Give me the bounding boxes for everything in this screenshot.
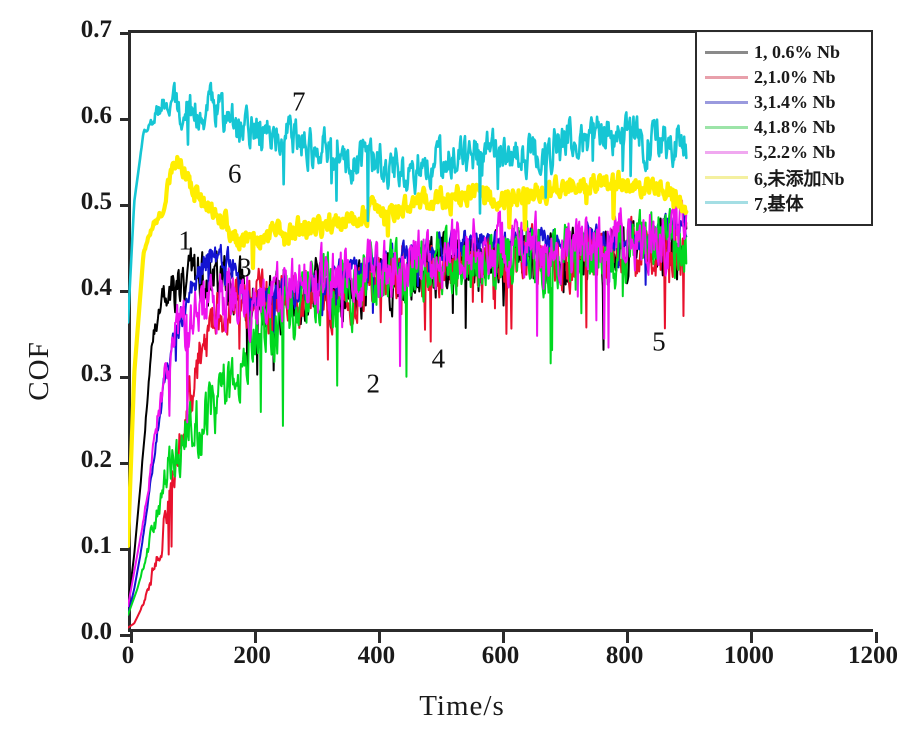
x-axis-tick bbox=[129, 632, 133, 643]
y-axis-tick-label: 0.1 bbox=[80, 532, 112, 559]
y-axis-tick-label: 0.0 bbox=[80, 618, 112, 645]
legend-item-2[interactable]: 2,1.0% Nb bbox=[697, 65, 871, 90]
x-axis-tick-label: 1200 bbox=[848, 642, 898, 669]
y-axis-tick bbox=[120, 117, 131, 121]
legend-swatch-icon bbox=[705, 76, 748, 79]
x-axis-tick-label: 200 bbox=[233, 642, 271, 669]
legend-swatch-icon bbox=[705, 126, 748, 129]
legend-item-label: 1, 0.6% Nb bbox=[754, 42, 841, 62]
legend-item-label: 6,未添加Nb bbox=[754, 168, 845, 189]
x-axis-tick bbox=[626, 632, 630, 643]
series-line-5 bbox=[128, 194, 688, 608]
legend-swatch-icon bbox=[705, 151, 748, 154]
legend-item-label: 7,基体 bbox=[754, 193, 804, 214]
y-axis-tick bbox=[120, 203, 131, 207]
y-axis-tick bbox=[120, 547, 131, 551]
legend-box: 1, 0.6% Nb 2,1.0% Nb 3,1.4% Nb 4,1.8% Nb 5,2… bbox=[695, 30, 873, 226]
x-axis-tick bbox=[377, 632, 381, 643]
y-axis-tick bbox=[120, 461, 131, 465]
legend-item-1[interactable]: 1, 0.6% Nb bbox=[697, 40, 871, 65]
legend-swatch-icon bbox=[705, 101, 748, 104]
legend-item-3[interactable]: 3,1.4% Nb bbox=[697, 90, 871, 115]
legend-item-4[interactable]: 4,1.8% Nb bbox=[697, 115, 871, 140]
y-axis-tick bbox=[120, 289, 131, 293]
x-axis-tick bbox=[874, 632, 878, 643]
y-axis-tick-label: 0.5 bbox=[80, 188, 112, 215]
x-axis-tick-label: 600 bbox=[481, 642, 520, 669]
y-axis-label: COF bbox=[23, 341, 56, 401]
legend-swatch-icon bbox=[705, 201, 748, 204]
x-axis-label: Time/s bbox=[419, 690, 505, 722]
y-axis-tick-label: 0.4 bbox=[80, 274, 112, 301]
legend-swatch-icon bbox=[705, 176, 748, 179]
legend-item-label: 5,2.2% Nb bbox=[754, 142, 836, 162]
y-axis-tick-label: 0.2 bbox=[80, 446, 112, 473]
legend-item-label: 3,1.4% Nb bbox=[754, 92, 836, 112]
x-axis-tick-label: 1000 bbox=[723, 642, 774, 669]
x-axis-tick bbox=[502, 632, 505, 643]
x-axis-tick bbox=[253, 632, 257, 643]
legend-swatch-icon bbox=[705, 51, 748, 54]
x-axis-tick-label: 800 bbox=[605, 642, 644, 669]
plot-canvas bbox=[128, 30, 873, 632]
series-line-6 bbox=[128, 154, 689, 549]
series-line-7 bbox=[128, 81, 688, 324]
x-axis-tick-label: 0 bbox=[121, 642, 135, 669]
legend-item-6[interactable]: 6,未添加Nb bbox=[697, 165, 871, 190]
y-axis-tick bbox=[120, 633, 131, 637]
y-axis-tick-label: 0.3 bbox=[80, 360, 112, 387]
y-axis-tick bbox=[120, 31, 131, 35]
legend-item-label: 2,1.0% Nb bbox=[754, 67, 836, 87]
legend-item-label: 4,1.8% Nb bbox=[754, 117, 836, 137]
series-curves bbox=[128, 81, 689, 629]
y-axis-tick-label: 0.6 bbox=[80, 102, 112, 129]
x-axis-tick bbox=[750, 632, 754, 643]
legend-item-5[interactable]: 5,2.2% Nb bbox=[697, 140, 871, 165]
y-axis-tick bbox=[120, 375, 131, 379]
legend-item-7[interactable]: 7,基体 bbox=[697, 190, 871, 215]
x-axis-tick-label: 400 bbox=[357, 642, 396, 669]
y-axis-tick-label: 0.7 bbox=[80, 16, 112, 43]
